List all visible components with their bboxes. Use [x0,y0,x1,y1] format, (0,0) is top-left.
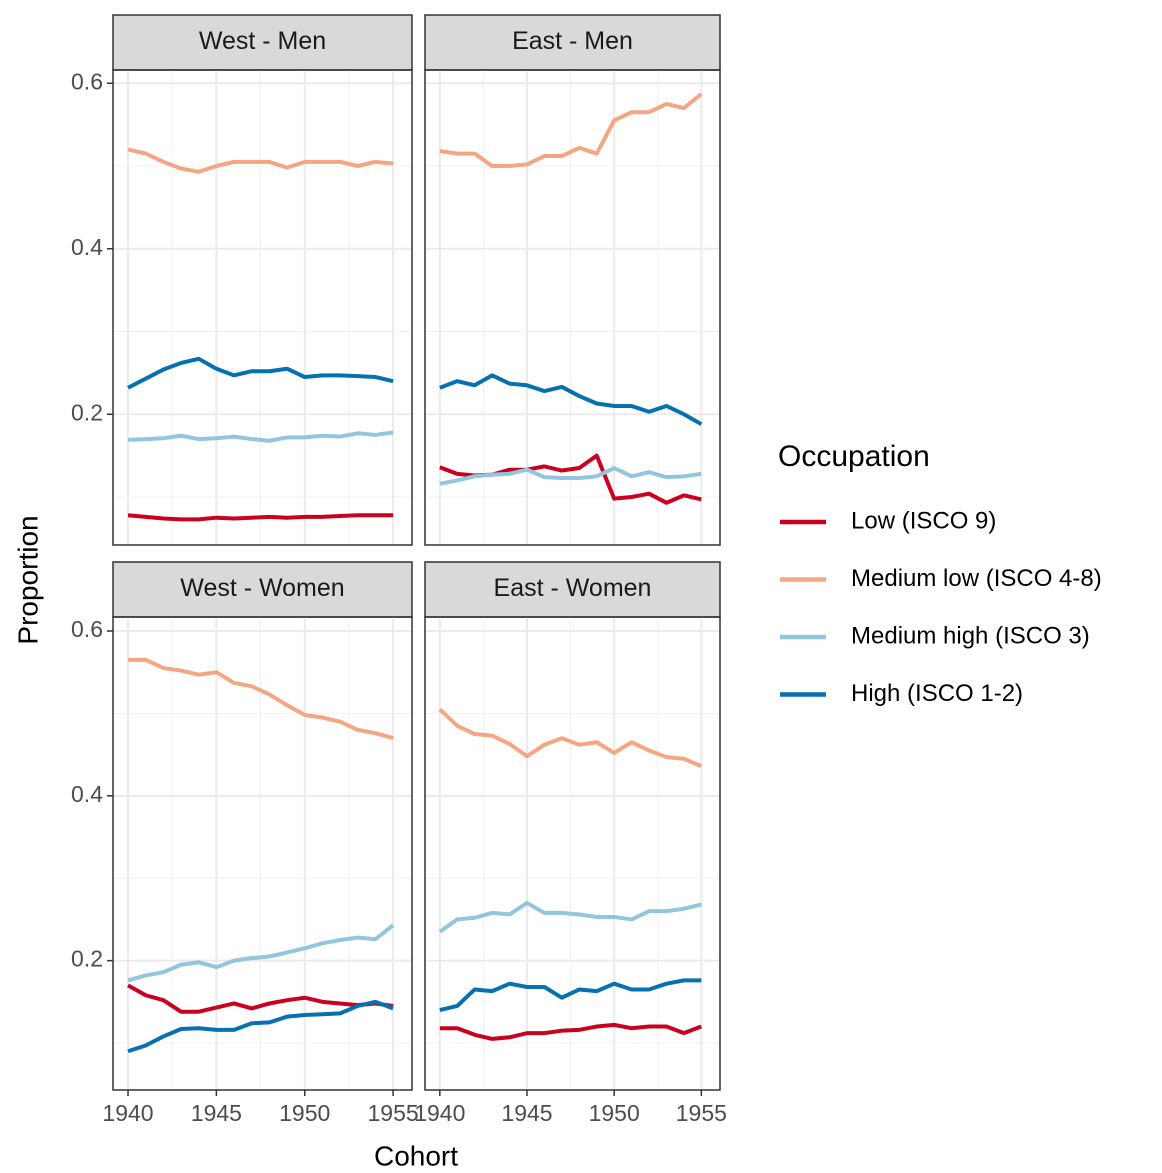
data-line [127,999,394,1054]
strip [424,561,721,618]
legend-label: Medium high (ISCO 3) [851,622,1090,649]
y-axis-title: Proportion [12,515,43,644]
y-tick-label: 0.4 [71,781,103,807]
data-line [127,147,394,174]
data-line [127,923,395,983]
data-line [439,92,703,168]
strip [112,14,413,71]
strip [424,14,721,71]
data-line [438,707,703,768]
data-line [439,1022,703,1041]
data-line [127,356,394,390]
y-tick-label: 0.4 [71,234,103,260]
y-tick-label: 0.6 [71,616,103,642]
legend-title: Occupation [778,440,930,473]
x-tick-label: 1955 [368,1100,419,1126]
data-line [439,978,702,1013]
x-tick-label: 1950 [279,1100,330,1126]
panel-border [112,616,413,1091]
data-line [439,466,702,486]
x-tick-label: 1955 [676,1100,727,1126]
data-line [128,657,394,741]
data-line [127,430,394,443]
y-tick-label: 0.6 [71,68,103,94]
panel-border [424,69,721,546]
strip-label: West - Women [180,574,344,602]
strip-label: East - Women [494,574,652,602]
x-tick-label: 1950 [589,1100,640,1126]
legend-label: High (ISCO 1-2) [851,680,1023,707]
legend-label: Low (ISCO 9) [851,507,996,534]
data-line [438,900,702,934]
strip [112,561,413,618]
x-tick-label: 1940 [102,1100,153,1126]
data-line [127,983,394,1014]
legend-label: Medium low (ISCO 4-8) [851,565,1102,592]
x-tick-label: 1940 [414,1100,465,1126]
data-line [127,513,394,522]
strip-label: West - Men [199,27,326,55]
x-tick-label: 1945 [191,1100,242,1126]
x-tick-label: 1945 [501,1100,552,1126]
panel-border [112,69,413,546]
y-tick-label: 0.2 [71,399,103,425]
data-line [439,373,703,426]
panel-border [424,616,721,1091]
y-tick-label: 0.2 [71,946,103,972]
x-axis-title: Cohort [374,1140,458,1171]
strip-label: East - Men [512,27,633,55]
